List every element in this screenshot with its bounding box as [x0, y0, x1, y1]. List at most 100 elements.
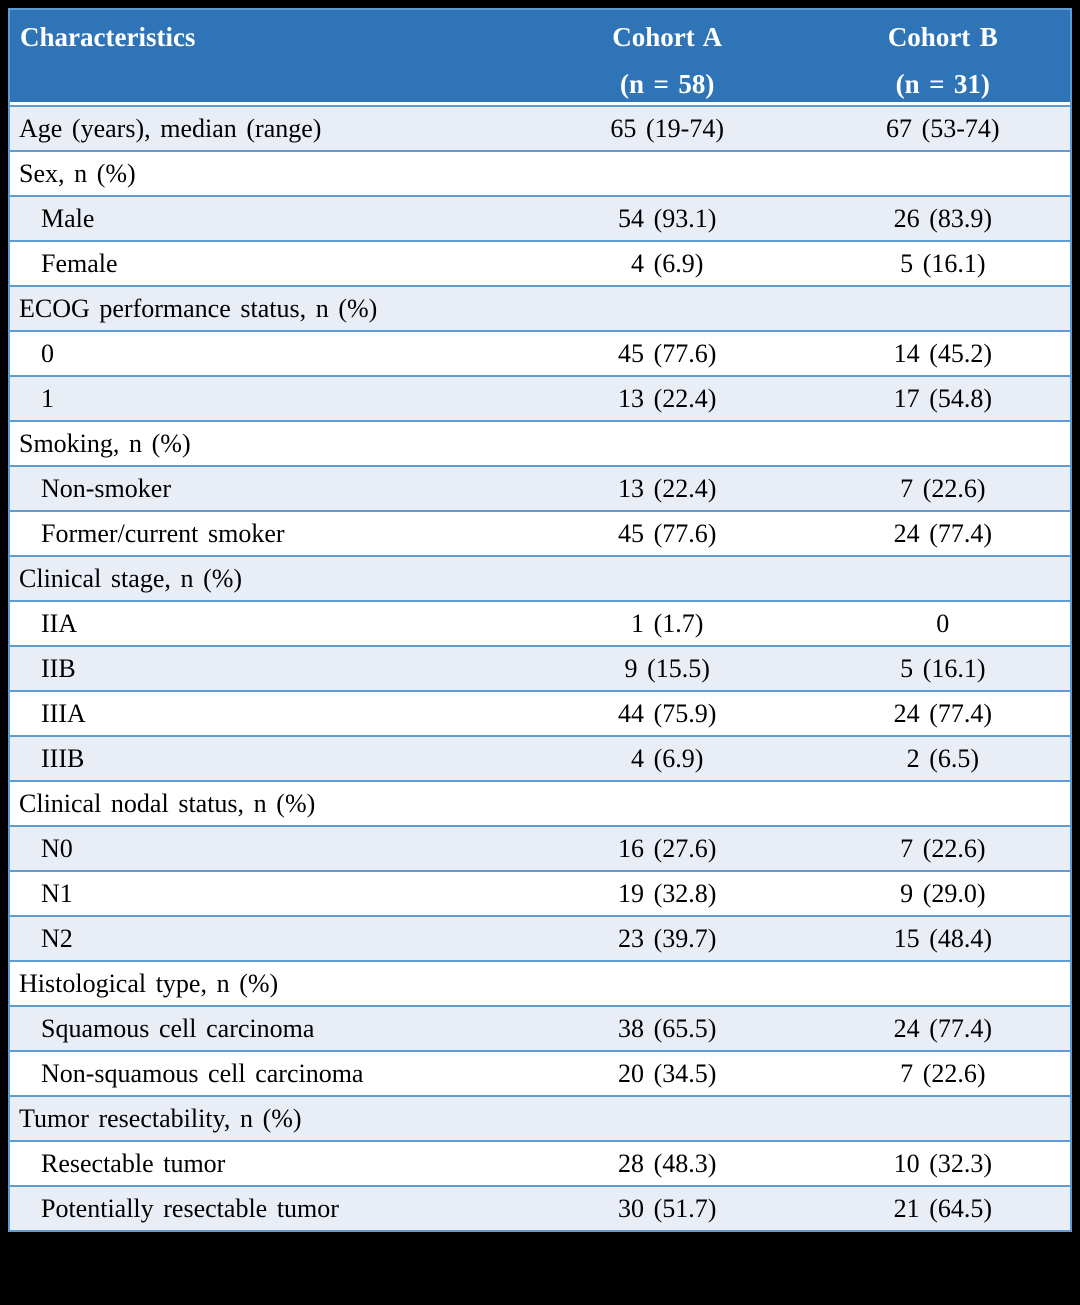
row-label-cell: Age (years), median (range): [10, 105, 519, 150]
header-row: Characteristics Cohort A (n = 58) Cohort…: [10, 10, 1070, 105]
table-row: Potentially resectable tumor 30 (51.7) 2…: [10, 1185, 1070, 1230]
table-row: Tumor resectability, n (%): [10, 1095, 1070, 1140]
row-label-cell: 0: [10, 330, 519, 375]
cohort-b-value-cell: 14 (45.2): [815, 330, 1070, 375]
table-body: Age (years), median (range) 65 (19-74) 6…: [10, 105, 1070, 1230]
cohort-a-value-cell: 4 (6.9): [518, 735, 816, 780]
cohort-b-value-cell: 2 (6.5): [815, 735, 1070, 780]
table-row: Age (years), median (range) 65 (19-74) 6…: [10, 105, 1070, 150]
table-row: ECOG performance status, n (%): [10, 285, 1070, 330]
cohort-a-title: Cohort A: [612, 22, 723, 52]
cohort-a-value-cell: [518, 285, 816, 330]
row-label-cell: Sex, n (%): [10, 150, 519, 195]
table-row: IIA 1 (1.7) 0: [10, 600, 1070, 645]
cohort-b-value-cell: 17 (54.8): [815, 375, 1070, 420]
row-label-cell: N0: [10, 825, 519, 870]
table-row: 0 45 (77.6) 14 (45.2): [10, 330, 1070, 375]
table-row: Clinical stage, n (%): [10, 555, 1070, 600]
cohort-a-value-cell: [518, 420, 816, 465]
table-row: Non-smoker 13 (22.4) 7 (22.6): [10, 465, 1070, 510]
table-row: IIIB 4 (6.9) 2 (6.5): [10, 735, 1070, 780]
cohort-b-value-cell: 0: [815, 600, 1070, 645]
cohort-a-n: (n = 58): [620, 69, 715, 99]
row-label-cell: Non-squamous cell carcinoma: [10, 1050, 519, 1095]
cohort-b-value-cell: [815, 285, 1070, 330]
cohort-b-value-cell: [815, 780, 1070, 825]
row-label-cell: Non-smoker: [10, 465, 519, 510]
row-label-cell: Clinical stage, n (%): [10, 555, 519, 600]
row-label-cell: ECOG performance status, n (%): [10, 285, 519, 330]
cohort-b-value-cell: 67 (53-74): [815, 105, 1070, 150]
cohort-a-value-cell: [518, 780, 816, 825]
cohort-b-value-cell: 24 (77.4): [815, 510, 1070, 555]
cohort-b-value-cell: 7 (22.6): [815, 825, 1070, 870]
table-row: N2 23 (39.7) 15 (48.4): [10, 915, 1070, 960]
table-row: Sex, n (%): [10, 150, 1070, 195]
table-row: 1 13 (22.4) 17 (54.8): [10, 375, 1070, 420]
table-row: N1 19 (32.8) 9 (29.0): [10, 870, 1070, 915]
cohort-a-value-cell: 13 (22.4): [518, 465, 816, 510]
row-label-cell: Potentially resectable tumor: [10, 1185, 519, 1230]
cohort-a-value-cell: 19 (32.8): [518, 870, 816, 915]
cohort-b-value-cell: 10 (32.3): [815, 1140, 1070, 1185]
cohort-b-value-cell: 7 (22.6): [815, 1050, 1070, 1095]
table-row: Former/current smoker 45 (77.6) 24 (77.4…: [10, 510, 1070, 555]
cohort-a-value-cell: [518, 960, 816, 1005]
row-label-cell: Smoking, n (%): [10, 420, 519, 465]
cohort-b-value-cell: 26 (83.9): [815, 195, 1070, 240]
table-row: Histological type, n (%): [10, 960, 1070, 1005]
cohort-a-value-cell: 16 (27.6): [518, 825, 816, 870]
cohort-a-value-cell: 45 (77.6): [518, 330, 816, 375]
cohort-b-title: Cohort B: [887, 22, 998, 52]
row-label-cell: N2: [10, 915, 519, 960]
table-row: Resectable tumor 28 (48.3) 10 (32.3): [10, 1140, 1070, 1185]
cohort-a-value-cell: 30 (51.7): [518, 1185, 816, 1230]
row-label-cell: 1: [10, 375, 519, 420]
cohort-a-value-cell: [518, 555, 816, 600]
cohort-b-value-cell: 24 (77.4): [815, 1005, 1070, 1050]
table-header: Characteristics Cohort A (n = 58) Cohort…: [10, 10, 1070, 105]
header-cohort-b: Cohort B (n = 31): [815, 10, 1070, 105]
row-label-cell: N1: [10, 870, 519, 915]
row-label-cell: Clinical nodal status, n (%): [10, 780, 519, 825]
cohort-b-value-cell: 15 (48.4): [815, 915, 1070, 960]
cohort-a-value-cell: 9 (15.5): [518, 645, 816, 690]
cohort-b-value-cell: [815, 420, 1070, 465]
cohort-b-n: (n = 31): [895, 69, 990, 99]
cohort-b-value-cell: 24 (77.4): [815, 690, 1070, 735]
header-cohort-a: Cohort A (n = 58): [518, 10, 816, 105]
row-label-cell: Tumor resectability, n (%): [10, 1095, 519, 1140]
table-row: Squamous cell carcinoma 38 (65.5) 24 (77…: [10, 1005, 1070, 1050]
row-label-cell: Squamous cell carcinoma: [10, 1005, 519, 1050]
cohort-b-value-cell: 9 (29.0): [815, 870, 1070, 915]
cohort-b-value-cell: 5 (16.1): [815, 645, 1070, 690]
cohort-b-value-cell: 7 (22.6): [815, 465, 1070, 510]
cohort-a-value-cell: 38 (65.5): [518, 1005, 816, 1050]
table-row: Clinical nodal status, n (%): [10, 780, 1070, 825]
row-label-cell: Male: [10, 195, 519, 240]
cohort-b-value-cell: [815, 555, 1070, 600]
row-label-cell: Histological type, n (%): [10, 960, 519, 1005]
cohort-a-value-cell: 1 (1.7): [518, 600, 816, 645]
row-label-cell: Resectable tumor: [10, 1140, 519, 1185]
cohort-b-value-cell: [815, 960, 1070, 1005]
table-row: Male 54 (93.1) 26 (83.9): [10, 195, 1070, 240]
cohort-a-value-cell: 23 (39.7): [518, 915, 816, 960]
header-characteristics-label: Characteristics: [20, 22, 196, 52]
cohort-a-value-cell: [518, 150, 816, 195]
cohort-a-value-cell: 45 (77.6): [518, 510, 816, 555]
cohort-a-value-cell: [518, 1095, 816, 1140]
table-row: Smoking, n (%): [10, 420, 1070, 465]
characteristics-table: Characteristics Cohort A (n = 58) Cohort…: [8, 8, 1072, 1232]
row-label-cell: IIB: [10, 645, 519, 690]
cohort-b-value-cell: 21 (64.5): [815, 1185, 1070, 1230]
cohort-a-value-cell: 28 (48.3): [518, 1140, 816, 1185]
cohort-b-value-cell: [815, 1095, 1070, 1140]
cohort-b-value-cell: 5 (16.1): [815, 240, 1070, 285]
cohort-a-value-cell: 44 (75.9): [518, 690, 816, 735]
cohort-a-value-cell: 4 (6.9): [518, 240, 816, 285]
row-label-cell: Former/current smoker: [10, 510, 519, 555]
cohort-a-value-cell: 20 (34.5): [518, 1050, 816, 1095]
table-row: Non-squamous cell carcinoma 20 (34.5) 7 …: [10, 1050, 1070, 1095]
